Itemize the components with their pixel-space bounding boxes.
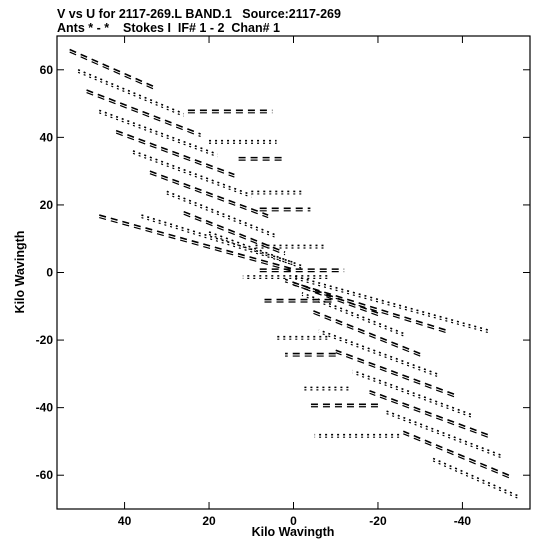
uv-track-7-if2 [166,193,277,239]
uv-track-30 [284,278,379,314]
uv-track-28-if2 [293,284,446,334]
y-tick-labels: 60 40 20 0 -20 -40 -60 [36,63,54,482]
uv-track-21 [386,410,501,456]
uv-track-4-if2 [115,132,235,178]
uv-track-2-if2 [86,91,201,138]
x-tick-label: -40 [454,514,472,528]
y-axis-label: Kilo Wavingth [13,231,27,314]
y-tick-label: 60 [40,63,54,77]
uv-track-2 [86,89,201,135]
uv-track-0-if2 [69,51,155,90]
uv-track-5 [132,150,252,196]
x-tick-label: -20 [369,514,387,528]
data-marks [69,48,518,499]
uv-track-3-if2 [99,112,218,158]
uv-track-19-if2 [432,460,518,499]
plot-frame [56,35,531,510]
uv-track-10-if2 [99,216,294,273]
uv-track-26 [310,308,421,355]
uv-track-1 [77,69,185,115]
uv-track-1-if2 [77,71,184,117]
y-tick-label: -20 [36,333,54,347]
y-tick-label: 0 [46,266,53,280]
uv-track-23 [352,369,472,416]
x-tick-label: 20 [202,514,216,528]
uv-track-11 [208,231,303,267]
uv-track-24 [335,349,455,395]
uv-track-9-if2 [141,216,294,266]
x-tick-label: 0 [290,514,297,528]
uv-track-11-if2 [208,233,303,269]
uv-track-24-if2 [335,352,455,398]
uv-track-10 [99,214,294,270]
uv-track-21-if2 [386,412,501,459]
uv-track-6 [149,170,269,216]
y-tick-label: 20 [40,198,54,212]
uv-track-4 [115,129,235,176]
uv-track-29 [293,275,488,331]
uv-track-8-if2 [183,213,286,256]
x-axis-label: Kilo Wavingth [252,525,335,539]
uv-track-23-if2 [352,372,472,418]
uv-track-7 [166,190,277,237]
uv-track-0 [69,48,155,88]
y-tick-label: 40 [40,130,54,144]
chart-title: V vs U for 2117-269.L BAND.1 Source:2117… [57,7,341,21]
uv-track-28 [293,281,446,331]
y-tick-label: -60 [36,468,54,482]
x-tick-label: 40 [118,514,132,528]
uv-track-26-if2 [310,311,421,357]
uv-track-22-if2 [369,392,488,438]
y-tick-label: -40 [36,401,54,415]
x-tick-labels: 40 20 0 -20 -40 [118,514,472,528]
axis-ticks [57,36,530,509]
chart-subtitle: Ants * - * Stokes I IF# 1 - 2 Chan# 1 [57,21,280,35]
uv-track-25-if2 [318,331,438,377]
uv-track-22 [369,390,489,436]
uv-track-6-if2 [149,173,269,219]
uv-track-5-if2 [132,152,252,198]
uv-track-30-if2 [284,281,379,317]
uv-track-25 [318,329,438,375]
uv-track-29-if2 [293,277,488,334]
uv-track-9 [141,214,294,264]
